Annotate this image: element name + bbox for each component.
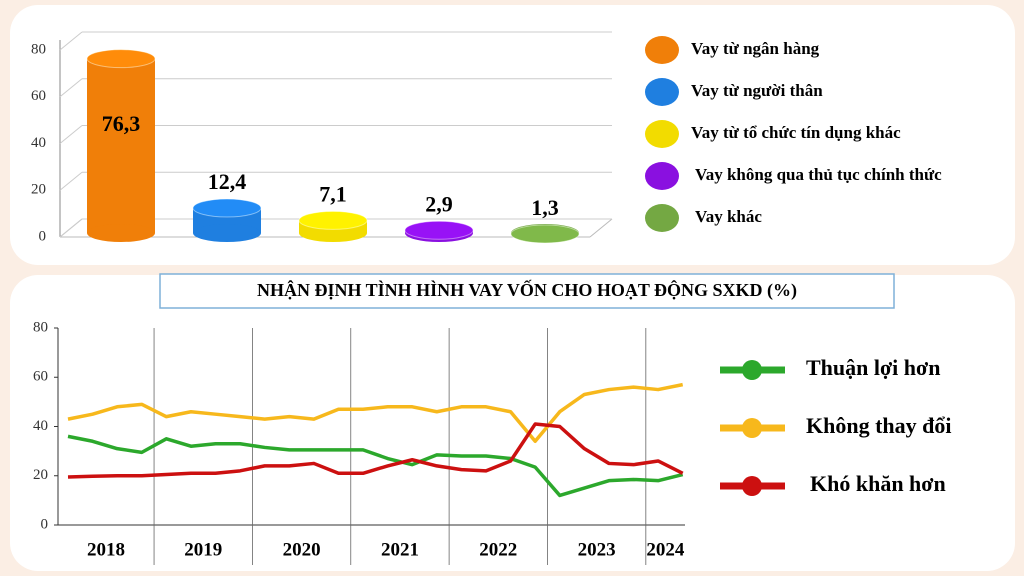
y-tick-label: 0 — [39, 228, 47, 244]
x-tick-label: 2024 — [646, 539, 685, 560]
bar-top — [510, 224, 580, 244]
grid-line — [59, 125, 83, 144]
legend-marker — [645, 36, 679, 64]
top-panel — [10, 5, 1015, 265]
value-label: 2,9 — [425, 191, 453, 216]
y-tick-label: 60 — [33, 369, 48, 385]
bar-top — [192, 198, 262, 218]
bar-top — [298, 210, 368, 230]
grid-line — [59, 78, 83, 98]
y-tick-label: 20 — [31, 182, 46, 198]
legend-marker — [645, 78, 679, 106]
line — [67, 422, 684, 479]
grid-line — [59, 218, 83, 238]
bar-bottom — [87, 224, 155, 242]
value-label: 7,1 — [319, 181, 347, 206]
legend-label: Vay từ tổ chức tín dụng khác — [691, 123, 901, 142]
legend-marker — [742, 418, 762, 438]
line — [67, 434, 684, 498]
bar-top — [404, 220, 474, 240]
bar — [87, 58, 155, 234]
legend-marker — [645, 120, 679, 148]
legend-label: Khó khăn hơn — [810, 471, 946, 496]
chart-title: NHẬN ĐỊNH TÌNH HÌNH VAY VỐN CHO HOẠT ĐỘN… — [257, 279, 797, 301]
legend-label: Vay khác — [695, 207, 762, 226]
legend-marker — [742, 476, 762, 496]
y-tick-label: 20 — [33, 467, 48, 483]
y-tick-label: 60 — [31, 88, 46, 104]
legend-label: Vay không qua thủ tục chính thức — [695, 165, 942, 184]
legend-label: Vay từ người thân — [691, 81, 823, 100]
y-tick-label: 0 — [41, 516, 49, 532]
x-tick-label: 2021 — [381, 539, 419, 560]
legend-label: Không thay đổi — [806, 413, 952, 438]
legend-label: Thuận lợi hơn — [806, 355, 940, 380]
y-tick-label: 80 — [31, 41, 46, 57]
value-label: 76,3 — [102, 111, 141, 136]
x-tick-label: 2020 — [283, 539, 321, 560]
grid-line — [59, 171, 83, 191]
y-tick-label: 80 — [33, 319, 48, 335]
x-tick-label: 2023 — [578, 539, 616, 560]
x-tick-label: 2019 — [184, 539, 222, 560]
legend-marker — [645, 162, 679, 190]
grid-line — [59, 31, 83, 51]
y-tick-label: 40 — [33, 418, 48, 434]
y-tick-label: 40 — [31, 135, 46, 151]
bar-bottom — [193, 224, 261, 242]
x-tick-label: 2018 — [87, 539, 125, 560]
line — [67, 382, 684, 444]
bar-top — [86, 49, 156, 69]
legend-marker — [645, 204, 679, 232]
value-label: 1,3 — [531, 195, 559, 220]
value-label: 12,4 — [208, 169, 247, 194]
bottom-panel — [10, 275, 1015, 571]
x-tick-label: 2022 — [479, 539, 517, 560]
axis — [589, 218, 613, 238]
legend-marker — [742, 360, 762, 380]
legend-label: Vay từ ngân hàng — [691, 39, 820, 58]
title-box — [159, 273, 895, 309]
